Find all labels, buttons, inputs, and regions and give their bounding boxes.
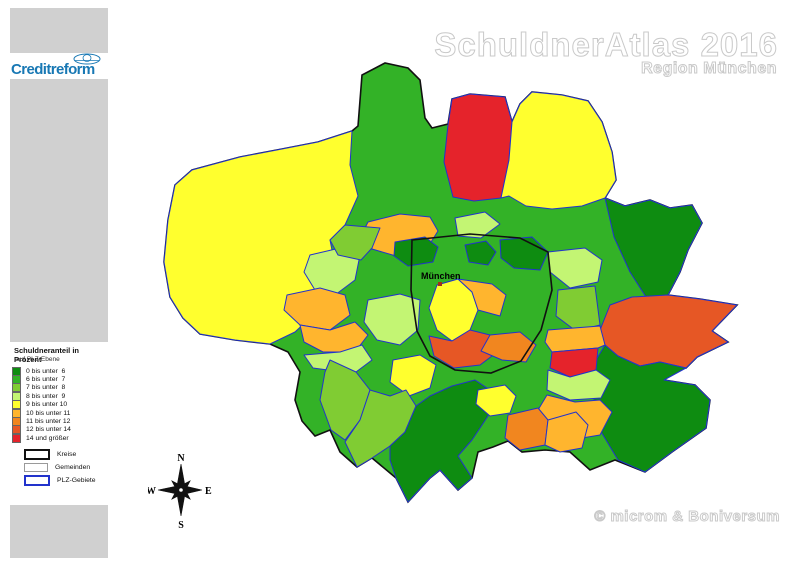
sidebar-strip-middle [10, 79, 108, 342]
plz-region [319, 359, 371, 441]
boundary-style-swatch [24, 463, 48, 472]
compass-w-label: W [148, 486, 156, 497]
plz-region [299, 321, 369, 353]
plz-region [504, 407, 549, 451]
boundary-style-swatch [24, 449, 50, 460]
legend-class-label: 8 bis unter 9 [26, 392, 66, 400]
legend-class-label: 14 und größer [26, 434, 69, 442]
plz-region [329, 224, 381, 261]
compass-n-label: N [177, 453, 185, 464]
legend-class-label: 7 bis unter 8 [26, 384, 66, 392]
logo-wordmark: Creditreform [11, 61, 95, 78]
city-label: München [421, 271, 461, 281]
legend-subtitle: auf PLZ-Ebene [16, 356, 60, 363]
boundary-style-swatch [24, 475, 50, 486]
legend-class-label: 12 bis unter 14 [26, 426, 71, 434]
legend-class-label: 0 bis unter 6 [26, 367, 66, 375]
legend-title: Schuldneranteil in Prozent [14, 346, 80, 364]
plz-region [464, 240, 497, 266]
page-subtitle: Region München [641, 60, 777, 78]
plz-region [457, 278, 507, 317]
plz-region [589, 344, 711, 473]
compass-s-label: S [178, 520, 184, 531]
plz-region [443, 93, 513, 202]
plz-region [604, 197, 703, 298]
boundary-legend-label: Kreise [57, 451, 77, 458]
boundary-legend-label: PLZ-Gebiete [57, 477, 96, 484]
plz-region [363, 293, 421, 346]
legend-class-row: 14 und größer [12, 433, 71, 443]
plz-region [283, 287, 351, 331]
boundary-legend-row: PLZ-Gebiete [24, 474, 96, 487]
legend-color-chip [12, 433, 21, 443]
city-marker-icon [438, 282, 442, 286]
boundary-legend: Kreise Gemeinden PLZ-Gebiete [24, 448, 96, 487]
page-title: SchuldnerAtlas 2016 [434, 26, 778, 64]
kreis-boundary [410, 233, 553, 374]
creditreform-logo: Creditreform [10, 53, 108, 79]
copyright-notice: © microm & Boniversum [594, 508, 780, 526]
plz-region [475, 384, 517, 417]
boundary-legend-label: Gemeinden [55, 464, 91, 471]
plz-region [389, 354, 437, 397]
plz-region [546, 369, 611, 401]
plz-region [454, 211, 501, 239]
sidebar-strip-bottom [10, 505, 108, 558]
plz-region [544, 411, 589, 453]
legend-class-label: 10 bis unter 11 [26, 409, 71, 417]
legend-class-label: 9 bis unter 10 [26, 401, 68, 409]
plz-region [389, 379, 491, 503]
sidebar-strip-top [10, 8, 108, 53]
plz-region [393, 236, 439, 267]
legend-class-label: 6 bis unter 7 [26, 376, 66, 384]
plz-region [303, 344, 373, 373]
creditreform-emblem-icon [73, 53, 101, 65]
compass-e-label: E [205, 486, 212, 497]
plz-region [500, 91, 617, 210]
legend-class-label: 11 bis unter 12 [26, 418, 71, 426]
compass-rose-icon: N S E W [148, 453, 212, 531]
plz-region [480, 331, 537, 363]
boundary-legend-row: Kreise [24, 448, 96, 461]
boundary-legend-row: Gemeinden [24, 461, 96, 474]
